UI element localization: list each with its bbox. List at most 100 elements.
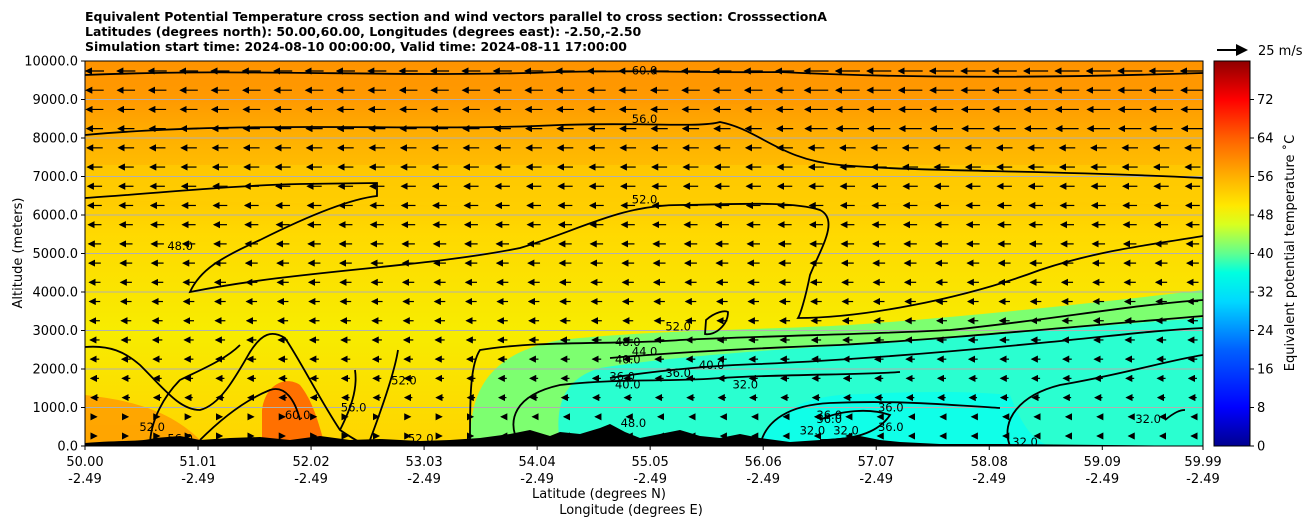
colorbar-tick-label: 8 — [1257, 401, 1265, 416]
contour-label: 36.0 — [816, 412, 842, 426]
theta-e-cold-core — [558, 318, 1203, 446]
x-axis-label-latitude: Latitude (degrees N) — [532, 487, 666, 502]
title-line-1: Equivalent Potential Temperature cross s… — [85, 9, 827, 24]
colorbar — [1213, 60, 1251, 447]
contour-label: 48.0 — [615, 335, 641, 349]
x-tick-label-lon: -2.49 — [294, 472, 328, 487]
title-line-2: Latitudes (degrees north): 50.00,60.00, … — [85, 24, 642, 39]
y-tick-label: 10000.0 — [24, 55, 78, 70]
x-axis-label-longitude: Longitude (degrees E) — [559, 503, 703, 518]
x-tick-label-lon: -2.49 — [972, 472, 1006, 487]
colorbar-tick-label: 40 — [1257, 247, 1274, 262]
contour-labels: 60.056.052.048.052.048.044.040.036.040.0… — [139, 64, 1161, 449]
contour-label: 40.0 — [699, 358, 725, 372]
x-tick-label-lon: -2.49 — [181, 472, 215, 487]
x-tick-label-lat: 58.08 — [971, 455, 1008, 470]
contour-label: 44.0 — [632, 345, 658, 359]
x-tick-label-lon: -2.49 — [633, 472, 667, 487]
chart-title: Equivalent Potential Temperature cross s… — [85, 9, 827, 54]
colorbar-tick-label: 0 — [1257, 440, 1265, 455]
contour-36 — [512, 371, 901, 446]
x-tick-label-lat: 56.06 — [745, 455, 782, 470]
contour-label: 36.0 — [878, 401, 904, 415]
x-tick-label-lat: 54.04 — [519, 455, 556, 470]
wind-vectors — [85, 67, 1203, 440]
contour-44 — [609, 315, 1203, 359]
contour-label: 40.0 — [615, 377, 641, 391]
colorbar-tick-label: 48 — [1257, 209, 1274, 224]
x-tick-label-lon: -2.49 — [520, 472, 554, 487]
contour-label: 52.0 — [391, 374, 417, 388]
y-tick-label: 9000.0 — [33, 93, 79, 108]
gridlines — [85, 99, 1203, 408]
title-line-3: Simulation start time: 2024-08-10 00:00:… — [85, 39, 627, 54]
contour-label: 52.0 — [139, 420, 165, 434]
contour-52-upper — [85, 182, 1203, 319]
x-tick-label-lat: 55.05 — [632, 455, 669, 470]
y-axis-label: Altitude (meters) — [11, 198, 26, 309]
x-tick-label-lat: 57.07 — [858, 455, 895, 470]
x-tick-label-lat: 52.02 — [292, 455, 329, 470]
colorbar-tick-label: 72 — [1257, 93, 1274, 108]
contour-label: 48.0 — [621, 416, 647, 430]
contour-label: 52.0 — [632, 193, 658, 207]
contour-56-mid — [339, 369, 357, 431]
contour-52-blob — [704, 310, 729, 336]
x-tick-label-lon: -2.49 — [407, 472, 441, 487]
theta-e-mid-band — [85, 165, 1203, 215]
contour-52-left — [149, 344, 241, 446]
contour-label: 36.0 — [878, 420, 904, 434]
contour-32-edge — [1164, 409, 1186, 421]
x-tick-label-lat: 59.09 — [1084, 455, 1121, 470]
terrain — [85, 424, 1203, 446]
contour-lines — [85, 70, 1203, 446]
contour-label: 40.0 — [615, 352, 641, 366]
contour-label: 60.0 — [285, 408, 311, 422]
contour-label: 32.0 — [833, 424, 859, 438]
contour-label: 36.0 — [816, 408, 842, 422]
contour-label: 60.0 — [632, 64, 658, 78]
contour-label: 36.0 — [609, 370, 635, 384]
colorbar-ticks: 0 8 16 24 32 40 48 56 64 72 — [1250, 93, 1274, 455]
contour-56-left — [199, 388, 301, 441]
contour-label: 32.0 — [732, 377, 758, 391]
contour-label: 52.0 — [665, 320, 691, 334]
wind-key-label: 25 m/s — [1258, 44, 1303, 59]
colorbar-tick-label: 32 — [1257, 286, 1274, 301]
theta-e-hot-core — [262, 381, 325, 446]
x-tick-label-lon: -2.49 — [68, 472, 102, 487]
x-axis: 50.00 -2.49 51.01 -2.49 52.02 -2.49 53.03 -2.49… — [66, 446, 1222, 487]
contour-label: 32.0 — [1012, 435, 1038, 449]
contour-56 — [85, 121, 1203, 179]
y-tick-label: 7000.0 — [33, 170, 79, 185]
contour-label: 56.0 — [341, 401, 367, 415]
colorbar-tick-label: 16 — [1257, 363, 1274, 378]
x-tick-label-lat: 50.00 — [66, 455, 103, 470]
colorbar-tick-label: 24 — [1257, 324, 1274, 339]
y-tick-label: 6000.0 — [33, 209, 79, 224]
plot-area: 60.056.052.048.052.048.044.040.036.040.0… — [85, 61, 1203, 449]
x-tick-label-lat: 53.03 — [405, 455, 442, 470]
y-tick-label: 0.0 — [57, 440, 78, 455]
contour-52-mid — [369, 349, 399, 441]
y-tick-label: 1000.0 — [33, 401, 79, 416]
y-axis: 0.0 1000.0 2000.0 3000.0 4000.0 5000.0 6000.0 7… — [24, 55, 85, 455]
x-tick-label-lon: -2.49 — [1186, 472, 1220, 487]
contour-48-right — [469, 299, 1203, 441]
y-tick-label: 8000.0 — [33, 132, 79, 147]
y-tick-label: 5000.0 — [33, 247, 79, 262]
y-tick-label: 3000.0 — [33, 324, 79, 339]
x-tick-label-lon: -2.49 — [1085, 472, 1119, 487]
contour-32-a — [759, 401, 1001, 446]
colorbar-tick-label: 64 — [1257, 132, 1274, 147]
colorbar-tick-label: 56 — [1257, 170, 1274, 185]
x-tick-label-lon: -2.49 — [859, 472, 893, 487]
colorbar-label: Equivalent potential temperature ˚C — [1282, 135, 1298, 371]
contour-label: 48.0 — [167, 239, 193, 253]
contour-label: 36.0 — [665, 366, 691, 380]
y-tick-label: 2000.0 — [33, 363, 79, 378]
contour-32-b — [1006, 354, 1203, 446]
x-tick-label-lat: 51.01 — [179, 455, 216, 470]
x-tick-label-lat: 59.99 — [1184, 455, 1221, 470]
